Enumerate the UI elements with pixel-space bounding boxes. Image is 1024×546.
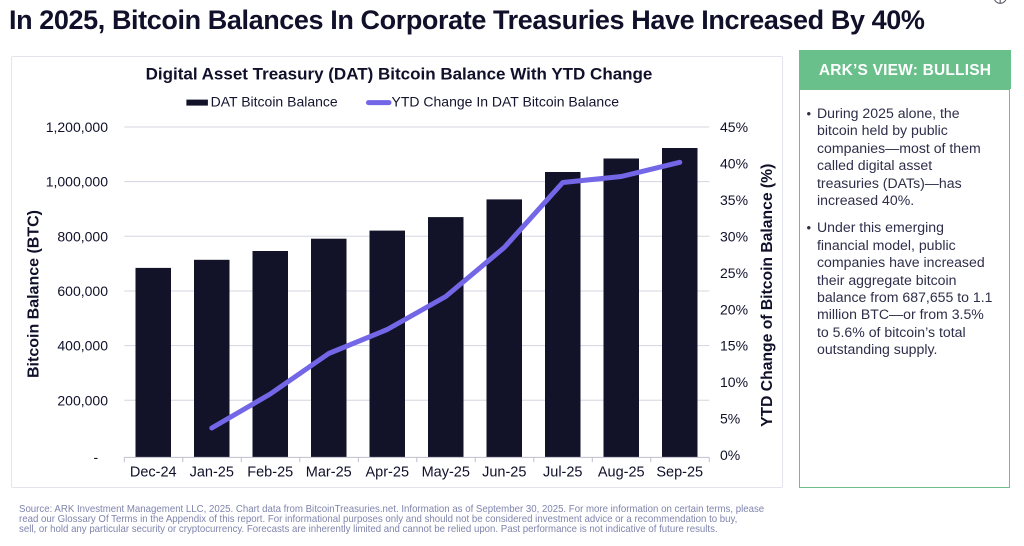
svg-text:Dec-24: Dec-24 [130, 465, 177, 481]
svg-text:1,200,000: 1,200,000 [46, 119, 108, 135]
svg-text:May-25: May-25 [422, 465, 470, 481]
svg-text:30%: 30% [720, 228, 748, 244]
svg-text:Feb-25: Feb-25 [247, 465, 293, 481]
svg-text:YTD Change of Bitcoin Balance: YTD Change of Bitcoin Balance (%) [759, 164, 776, 427]
svg-text:400,000: 400,000 [57, 338, 108, 354]
svg-text:Apr-25: Apr-25 [365, 465, 409, 481]
svg-text:200,000: 200,000 [57, 392, 108, 408]
svg-text:YTD Change In DAT Bitcoin Bala: YTD Change In DAT Bitcoin Balance [392, 94, 620, 110]
svg-text:15%: 15% [720, 338, 748, 354]
svg-text:0%: 0% [720, 447, 740, 463]
svg-text:Bitcoin Balance (BTC): Bitcoin Balance (BTC) [26, 210, 43, 378]
svg-text:10%: 10% [720, 374, 748, 390]
svg-text:25%: 25% [720, 265, 748, 281]
svg-text:Jan-25: Jan-25 [190, 465, 234, 481]
svg-text:Sep-25: Sep-25 [656, 465, 703, 481]
svg-text:-: - [94, 449, 99, 465]
svg-text:800,000: 800,000 [57, 228, 108, 244]
svg-text:Digital Asset Treasury (DAT) B: Digital Asset Treasury (DAT) Bitcoin Bal… [146, 65, 653, 84]
svg-text:Aug-25: Aug-25 [598, 465, 645, 481]
svg-text:DAT Bitcoin Balance: DAT Bitcoin Balance [211, 94, 338, 110]
svg-text:45%: 45% [720, 119, 748, 135]
svg-text:Jun-25: Jun-25 [482, 465, 526, 481]
svg-text:20%: 20% [720, 301, 748, 317]
svg-text:1,000,000: 1,000,000 [46, 174, 108, 190]
svg-text:35%: 35% [720, 192, 748, 208]
svg-text:5%: 5% [720, 411, 740, 427]
svg-text:600,000: 600,000 [57, 283, 108, 299]
svg-text:40%: 40% [720, 155, 748, 171]
svg-text:Jul-25: Jul-25 [543, 465, 583, 481]
svg-text:Mar-25: Mar-25 [306, 465, 352, 481]
